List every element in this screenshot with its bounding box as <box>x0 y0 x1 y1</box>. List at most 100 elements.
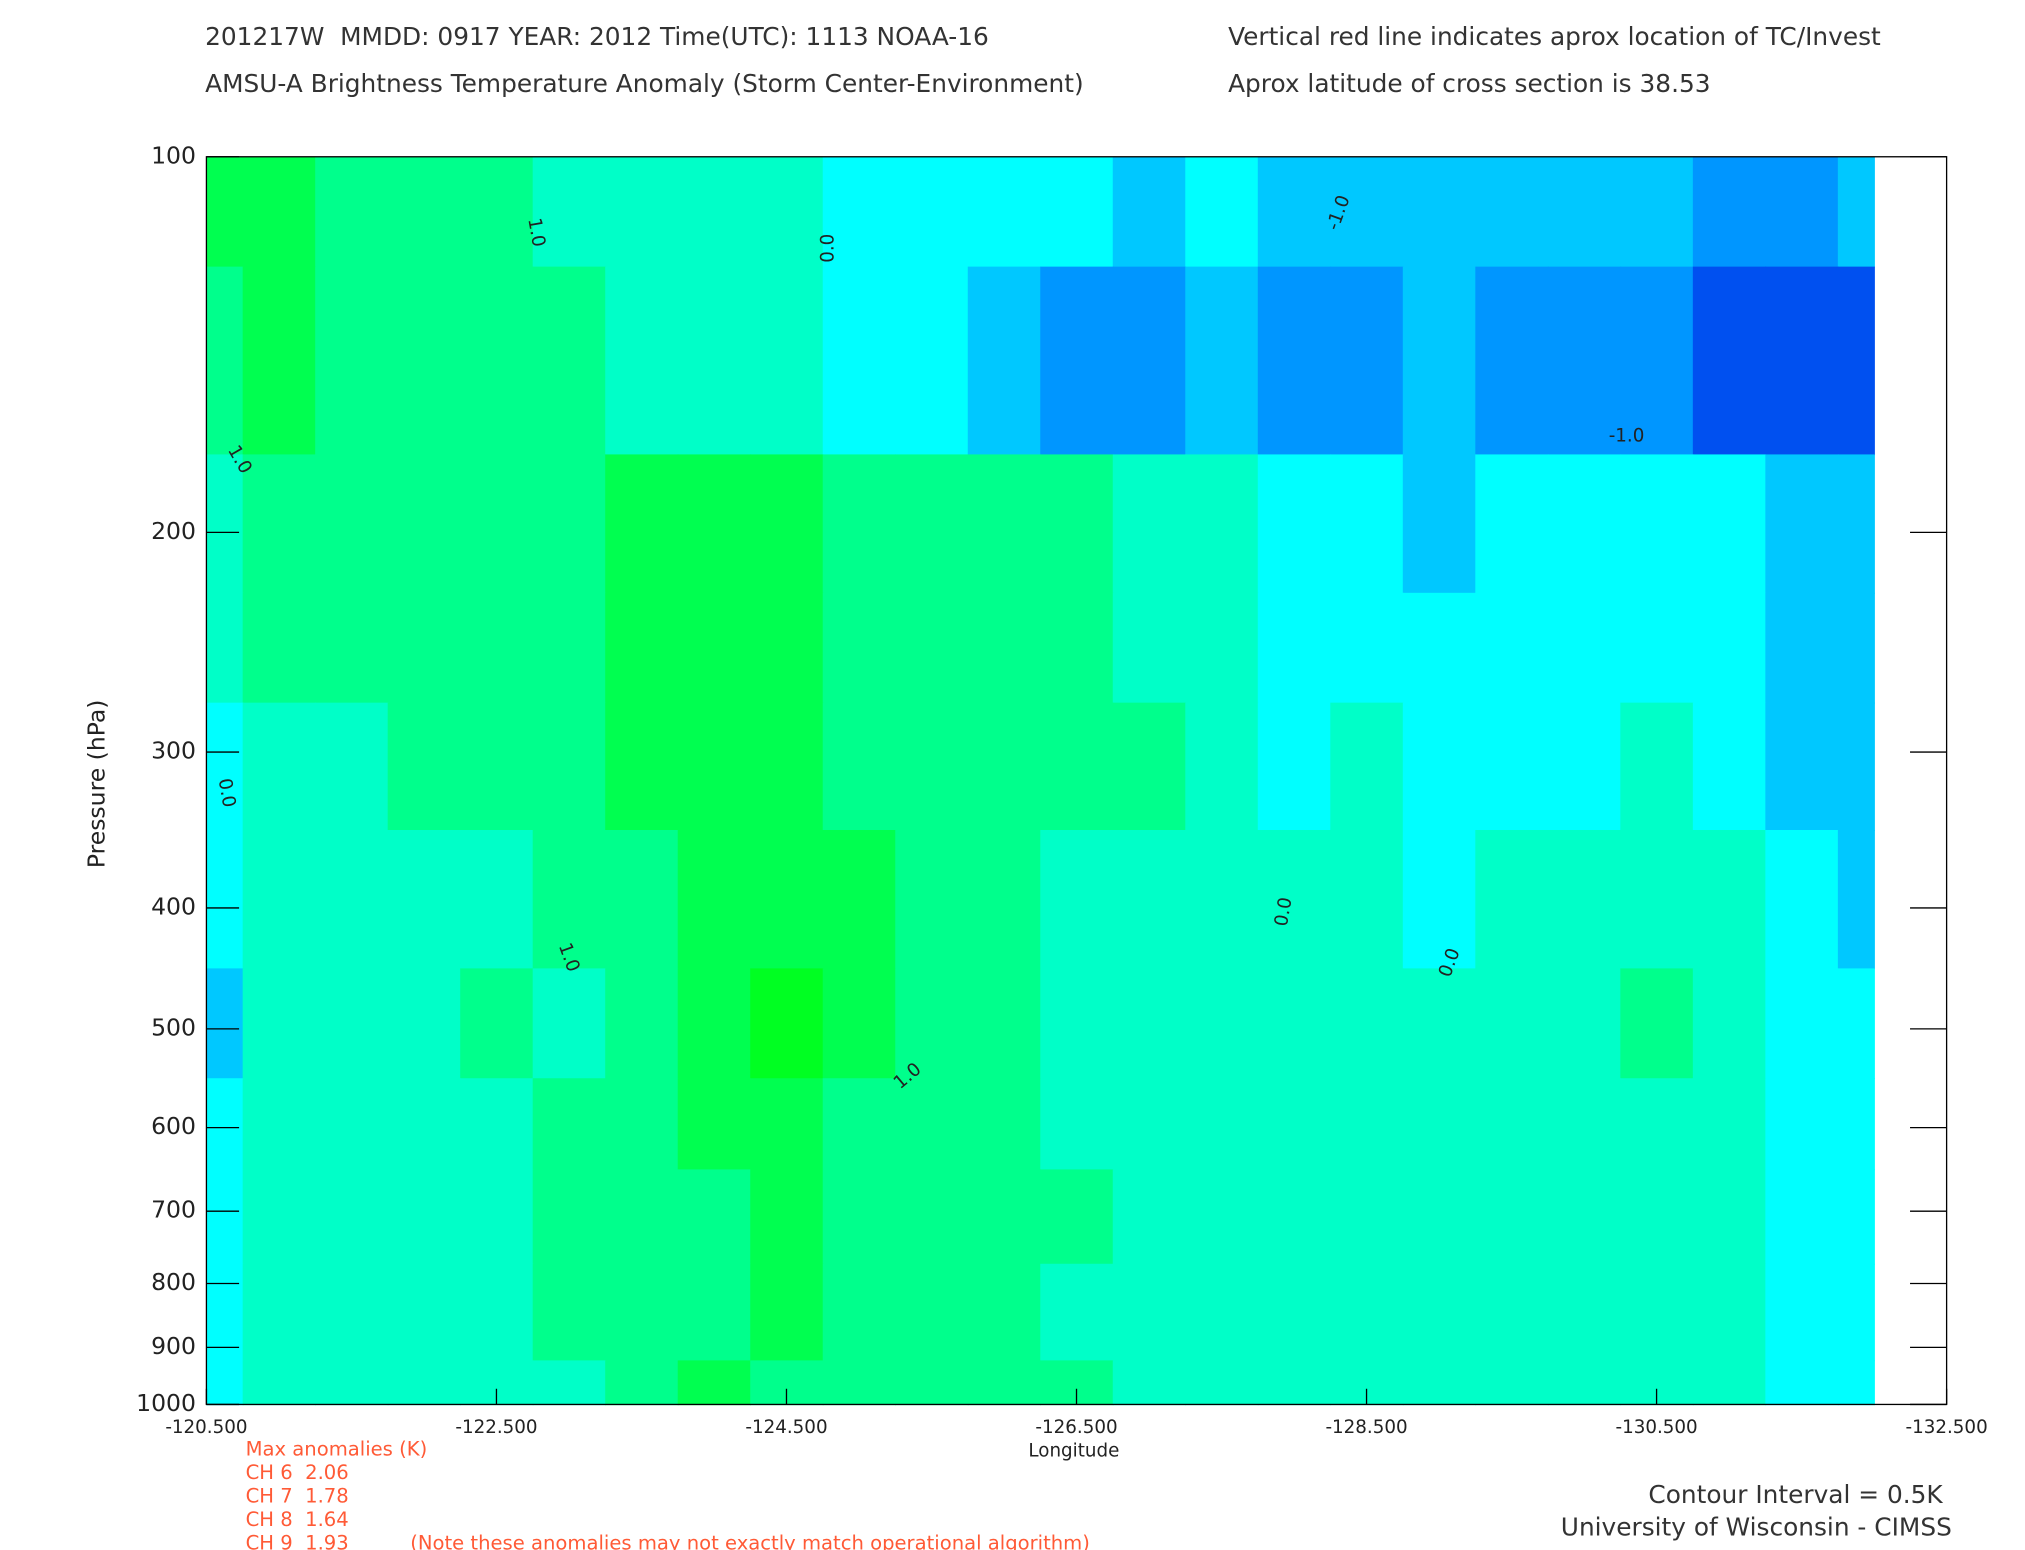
contour-cell <box>315 1078 389 1171</box>
contour-cell <box>1040 1263 1114 1362</box>
contour-cell <box>750 702 824 831</box>
contour-cell <box>822 1169 897 1265</box>
contour-cell <box>1547 266 1622 456</box>
contour-cell <box>1765 1360 1839 1406</box>
contour-cell <box>1112 592 1187 704</box>
contour-cell <box>1837 454 1875 594</box>
contour-cell <box>605 830 679 970</box>
contour-cell <box>1040 266 1114 456</box>
contour-cell <box>315 266 389 456</box>
contour-cell <box>677 454 752 594</box>
contour-cell <box>242 454 316 594</box>
contour-cell <box>460 454 534 594</box>
contour-cell <box>750 1263 824 1362</box>
contour-cell <box>1765 156 1839 268</box>
contour-cell <box>315 1169 389 1265</box>
contour-cell <box>677 1263 752 1362</box>
contour-cell <box>605 1263 679 1362</box>
contour-cell <box>1765 592 1839 704</box>
contour-cell <box>1692 1263 1767 1362</box>
contour-cell <box>1402 1360 1477 1406</box>
contour-cell <box>1257 702 1332 831</box>
contour-cell <box>206 830 244 970</box>
contour-cell <box>967 454 1042 594</box>
contour-cell <box>1330 1263 1404 1362</box>
x-tick-label: -124.500 <box>745 1417 827 1438</box>
contour-cell <box>242 702 316 831</box>
contour-cell <box>895 1169 969 1265</box>
contour-cell <box>605 592 679 704</box>
header-line: 201217W MMDD: 0917 YEAR: 2012 Time(UTC):… <box>205 22 989 51</box>
contour-cell <box>1837 592 1875 704</box>
contour-cell <box>605 1078 679 1171</box>
contour-cell <box>1112 830 1187 970</box>
contour-cell <box>1837 1078 1875 1171</box>
contour-cell <box>1692 702 1767 831</box>
contour-cell <box>895 830 969 970</box>
contour-cell <box>460 1263 534 1362</box>
contour-cell <box>387 454 461 594</box>
contour-cell <box>1257 1263 1332 1362</box>
contour-cell <box>677 1360 752 1406</box>
contour-cell <box>1547 1263 1622 1362</box>
contour-cell <box>1620 454 1694 594</box>
contour-cell <box>750 830 824 970</box>
contour-cell <box>677 266 752 456</box>
contour-cell <box>387 156 461 268</box>
contour-cell <box>1475 1169 1549 1265</box>
contour-cell <box>242 968 316 1080</box>
contour-cell <box>1112 1263 1187 1362</box>
contour-cell <box>895 156 969 268</box>
contour-cell <box>1330 266 1404 456</box>
y-tick-label: 100 <box>151 141 196 169</box>
contour-cell <box>387 592 461 704</box>
plot-frame <box>205 156 1948 1406</box>
contour-cell <box>1547 156 1622 268</box>
contour-cell <box>315 592 389 704</box>
contour-cell <box>1765 830 1839 970</box>
contour-cell <box>1620 266 1694 456</box>
anomaly-line: CH 6 2.06 <box>246 1461 349 1484</box>
contour-cell <box>532 454 606 594</box>
contour-cell <box>315 156 389 268</box>
contour-cell <box>1185 156 1259 268</box>
contour-cell <box>1692 968 1767 1080</box>
contour-cell <box>315 454 389 594</box>
contour-cell <box>460 1169 534 1265</box>
contour-cell <box>1040 702 1114 831</box>
y-tick-label: 700 <box>151 1196 196 1224</box>
contour-cell <box>677 592 752 704</box>
header-line: Aprox latitude of cross section is 38.53 <box>1228 69 1710 98</box>
contour-cell <box>1185 266 1259 456</box>
contour-cell <box>822 1263 897 1362</box>
contour-cell <box>967 1263 1042 1362</box>
contour-cell <box>1112 968 1187 1080</box>
contour-cell <box>1620 592 1694 704</box>
contour-cell <box>1330 968 1404 1080</box>
contour-cell <box>1837 1263 1875 1362</box>
contour-cell <box>1402 592 1477 704</box>
contour-cell <box>1837 156 1875 268</box>
contour-cell <box>967 702 1042 831</box>
contour-cell <box>242 156 316 268</box>
contour-cell <box>895 1263 969 1362</box>
contour-cell <box>1040 1169 1114 1265</box>
contour-cell <box>1185 968 1259 1080</box>
contour-cell <box>605 266 679 456</box>
contour-cell <box>822 830 897 970</box>
contour-cell <box>822 702 897 831</box>
contour-cell <box>315 1263 389 1362</box>
contour-cell <box>1475 830 1549 970</box>
contour-cell <box>605 1360 679 1406</box>
anomaly-line: CH 9 1.93 <box>246 1532 349 1550</box>
contour-cell <box>1475 968 1549 1080</box>
contour-cell <box>1692 454 1767 594</box>
contour-cell <box>460 968 534 1080</box>
contour-cell <box>822 156 897 268</box>
contour-cell <box>1040 968 1114 1080</box>
contour-cell <box>1620 968 1694 1080</box>
contour-cell <box>1257 830 1332 970</box>
contour-cell <box>1402 1078 1477 1171</box>
